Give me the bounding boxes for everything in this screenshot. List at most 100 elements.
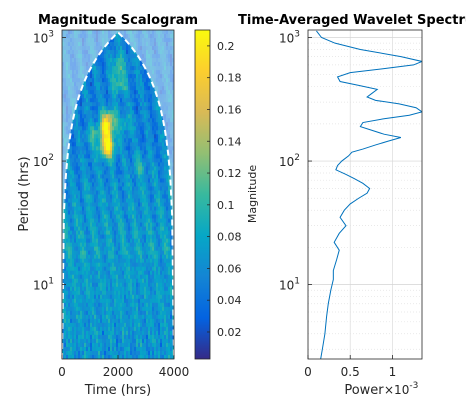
heatmap-cell	[130, 354, 133, 359]
heatmap-cell	[160, 106, 163, 111]
heatmap-cell	[154, 122, 157, 127]
heatmap-cell	[68, 258, 71, 264]
heatmap-cell	[102, 190, 105, 195]
heatmap-cell	[148, 270, 151, 276]
heatmap-cell	[118, 146, 121, 151]
heatmap-cell	[116, 42, 119, 47]
heatmap-cell	[146, 290, 149, 296]
heatmap-cell	[158, 258, 161, 264]
heatmap-cell	[168, 266, 171, 272]
heatmap-cell	[76, 342, 79, 348]
heatmap-cell	[148, 182, 151, 187]
heatmap-cell	[138, 158, 141, 163]
heatmap-cell	[156, 322, 159, 328]
heatmap-cell	[170, 42, 173, 47]
heatmap-cell	[90, 314, 93, 320]
heatmap-cell	[110, 34, 113, 39]
heatmap-cell	[134, 270, 137, 276]
heatmap-cell	[136, 146, 139, 151]
heatmap-cell	[148, 250, 151, 256]
heatmap-cell	[78, 122, 81, 127]
heatmap-cell	[114, 302, 117, 308]
heatmap-cell	[170, 338, 173, 344]
heatmap-cell	[134, 106, 137, 111]
heatmap-cell	[98, 178, 101, 183]
heatmap-cell	[88, 226, 91, 232]
heatmap-cell	[136, 110, 139, 115]
heatmap-cell	[170, 106, 173, 111]
heatmap-cell	[168, 278, 171, 284]
heatmap-cell	[166, 194, 169, 199]
heatmap-cell	[152, 54, 155, 59]
heatmap-cell	[82, 154, 85, 159]
heatmap-cell	[144, 274, 147, 280]
heatmap-cell	[132, 90, 135, 95]
heatmap-cell	[130, 266, 133, 272]
heatmap-cell	[154, 342, 157, 348]
heatmap-cell	[90, 294, 93, 300]
heatmap-cell	[166, 298, 169, 304]
heatmap-cell	[172, 214, 174, 219]
heatmap-cell	[92, 130, 95, 135]
heatmap-cell	[122, 270, 125, 276]
heatmap-cell	[170, 70, 173, 75]
heatmap-cell	[76, 50, 79, 55]
heatmap-cell	[82, 190, 85, 195]
heatmap-cell	[74, 122, 77, 127]
heatmap-cell	[142, 354, 145, 359]
heatmap-cell	[154, 274, 157, 280]
heatmap-cell	[140, 166, 143, 171]
heatmap-cell	[126, 246, 129, 252]
heatmap-cell	[118, 98, 121, 103]
heatmap-cell	[90, 286, 93, 292]
heatmap-cell	[78, 158, 81, 163]
heatmap-cell	[168, 90, 171, 95]
heatmap-cell	[114, 254, 117, 260]
heatmap-cell	[102, 298, 105, 304]
heatmap-cell	[132, 250, 135, 256]
heatmap-cell	[164, 122, 167, 127]
heatmap-cell	[110, 198, 113, 203]
heatmap-cell	[78, 234, 81, 240]
heatmap-cell	[80, 110, 83, 115]
heatmap-cell	[142, 342, 145, 348]
heatmap-cell	[138, 74, 141, 79]
heatmap-cell	[70, 134, 73, 139]
heatmap-cell	[120, 330, 123, 336]
heatmap-cell	[86, 178, 89, 183]
heatmap-cell	[78, 90, 81, 95]
heatmap-cell	[164, 154, 167, 159]
heatmap-cell	[118, 258, 121, 264]
heatmap-cell	[76, 278, 79, 284]
heatmap-cell	[172, 314, 174, 320]
heatmap-cell	[120, 346, 123, 352]
heatmap-cell	[64, 350, 67, 356]
heatmap-cell	[106, 66, 109, 71]
heatmap-cell	[98, 118, 101, 123]
heatmap-cell	[152, 114, 155, 119]
heatmap-cell	[64, 338, 67, 344]
heatmap-cell	[110, 246, 113, 252]
heatmap-cell	[96, 126, 99, 131]
heatmap-cell	[126, 30, 129, 35]
heatmap-cell	[162, 342, 165, 348]
heatmap-cell	[68, 234, 71, 240]
heatmap-cell	[76, 306, 79, 312]
heatmap-cell	[128, 82, 131, 87]
heatmap-cell	[138, 154, 141, 159]
heatmap-cell	[68, 158, 71, 163]
heatmap-cell	[170, 318, 173, 324]
heatmap-row	[62, 318, 174, 324]
heatmap-cell	[162, 330, 165, 336]
heatmap-cell	[146, 162, 149, 167]
heatmap-cell	[110, 302, 113, 308]
heatmap-cell	[154, 222, 157, 227]
heatmap-cell	[72, 154, 75, 159]
heatmap-cell	[90, 350, 93, 356]
heatmap-cell	[88, 306, 91, 312]
heatmap-cell	[94, 286, 97, 292]
heatmap-cell	[74, 182, 77, 187]
heatmap-cell	[158, 182, 161, 187]
heatmap-cell	[140, 350, 143, 356]
heatmap-cell	[96, 138, 99, 143]
